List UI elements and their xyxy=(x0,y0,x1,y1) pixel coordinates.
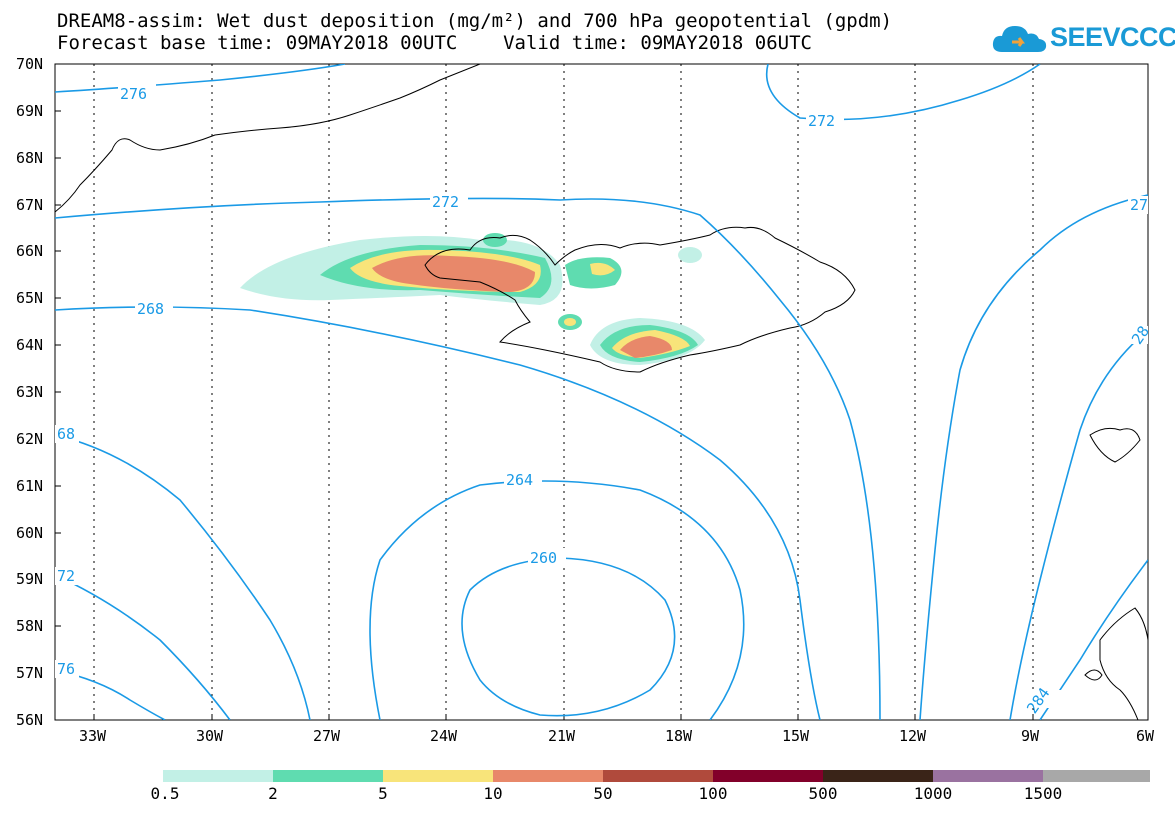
contour-272-east xyxy=(919,194,1148,720)
legend-swatch xyxy=(933,770,1043,782)
lon-label: 24W xyxy=(430,727,458,745)
contour-label: 272 xyxy=(808,112,835,130)
legend-swatch xyxy=(493,770,603,782)
lat-label: 57N xyxy=(16,664,44,682)
contour-label: 264 xyxy=(506,471,533,489)
contour-272-north xyxy=(766,64,1041,121)
coastline-islands xyxy=(1084,669,1103,681)
contour-264 xyxy=(369,480,745,720)
contour-272-mid xyxy=(55,197,881,720)
coastline-greenland xyxy=(55,64,481,213)
legend-swatch xyxy=(823,770,933,782)
coastline-faroe xyxy=(1089,427,1141,463)
lat-label: 56N xyxy=(16,711,44,729)
coastlines xyxy=(55,64,1148,720)
contour-label: 68 xyxy=(57,425,75,443)
contour-label: 276 xyxy=(120,85,147,103)
lat-label: 62N xyxy=(16,430,44,448)
coastline-iceland xyxy=(424,226,856,373)
contour-272-west xyxy=(55,574,231,720)
lon-label: 18W xyxy=(665,727,693,745)
lat-label: 60N xyxy=(16,524,44,542)
dust-level-10 xyxy=(372,255,535,292)
lat-label: 68N xyxy=(16,149,44,167)
legend-label: 50 xyxy=(593,784,613,803)
legend-label: 100 xyxy=(698,784,728,803)
legend-swatch xyxy=(603,770,713,782)
lat-label: 66N xyxy=(16,242,44,260)
contour-label: 28 xyxy=(1128,323,1153,348)
lon-label: 33W xyxy=(79,727,107,745)
lat-label: 70N xyxy=(16,55,44,73)
legend-label: 0.5 xyxy=(150,784,180,803)
contour-268 xyxy=(55,306,821,720)
contour-260 xyxy=(461,557,676,717)
lon-label: 21W xyxy=(548,727,576,745)
lat-label: 59N xyxy=(16,570,44,588)
legend-swatch xyxy=(273,770,383,782)
dust-level-5-east xyxy=(590,262,615,276)
legend-label: 5 xyxy=(378,784,388,803)
legend-label: 2 xyxy=(268,784,278,803)
contour-label: 260 xyxy=(530,549,557,567)
legend-label: 1500 xyxy=(1023,784,1063,803)
legend-swatch xyxy=(163,770,273,782)
contour-label: 76 xyxy=(57,660,75,678)
contour-label: 72 xyxy=(57,567,75,585)
contour-268-west xyxy=(55,434,311,720)
lat-label: 64N xyxy=(16,336,44,354)
contour-label: 27 xyxy=(1130,196,1148,214)
lon-label: 6W xyxy=(1136,727,1155,745)
contour-280-east xyxy=(1009,329,1148,720)
coastline-scotland xyxy=(1099,607,1148,720)
cloud-logo-icon xyxy=(992,26,1047,52)
lat-label: 69N xyxy=(16,102,44,120)
legend-label: 10 xyxy=(483,784,503,803)
lon-label: 30W xyxy=(196,727,224,745)
logo-text: SEEVCCC xyxy=(1050,22,1175,52)
contour-276 xyxy=(55,64,346,93)
legend-swatch xyxy=(383,770,493,782)
lat-label: 67N xyxy=(16,196,44,214)
legend-label: 1000 xyxy=(913,784,953,803)
contour-label: 268 xyxy=(137,300,164,318)
lat-label: 65N xyxy=(16,289,44,307)
lon-label: 12W xyxy=(899,727,927,745)
lon-label: 27W xyxy=(313,727,341,745)
geopotential-contours xyxy=(55,64,1148,720)
lon-label: 15W xyxy=(782,727,810,745)
dust-deposition-field xyxy=(240,233,705,365)
lon-label: 9W xyxy=(1021,727,1040,745)
map-subtitle: Forecast base time: 09MAY2018 00UTC Vali… xyxy=(57,32,812,54)
contour-label: 272 xyxy=(432,193,459,211)
lat-label: 58N xyxy=(16,617,44,635)
map-title: DREAM8-assim: Wet dust deposition (mg/m²… xyxy=(57,10,893,32)
dust-level-10-south xyxy=(620,336,672,358)
map-frame xyxy=(54,63,1149,721)
legend-swatch xyxy=(713,770,823,782)
legend-swatch xyxy=(1043,770,1150,782)
lat-label: 61N xyxy=(16,477,44,495)
lat-label: 63N xyxy=(16,383,44,401)
legend-label: 500 xyxy=(808,784,838,803)
